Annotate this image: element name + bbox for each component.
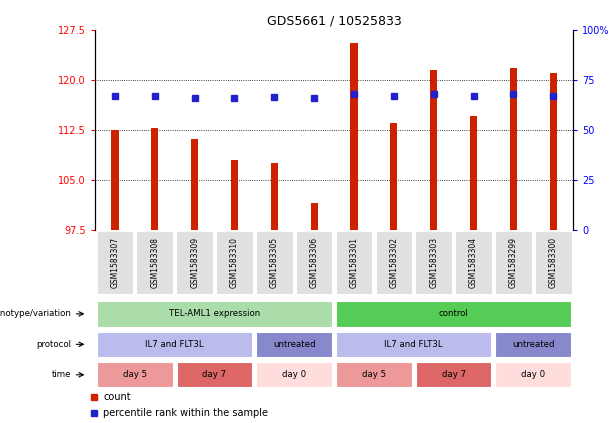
Bar <box>416 362 492 387</box>
Text: IL7 and FLT3L: IL7 and FLT3L <box>145 340 204 349</box>
Text: day 0: day 0 <box>521 370 546 379</box>
Text: time: time <box>52 370 72 379</box>
Bar <box>416 231 452 294</box>
Text: day 7: day 7 <box>202 370 227 379</box>
Text: GSM1583301: GSM1583301 <box>349 237 359 288</box>
Text: untreated: untreated <box>512 340 555 349</box>
Bar <box>390 123 397 230</box>
Bar <box>495 231 531 294</box>
Bar <box>336 301 571 327</box>
Text: control: control <box>439 309 468 319</box>
Bar <box>271 163 278 230</box>
Text: GSM1583309: GSM1583309 <box>190 237 199 288</box>
Bar <box>256 362 332 387</box>
Bar <box>216 231 253 294</box>
Bar <box>97 231 133 294</box>
Bar <box>296 231 332 294</box>
Text: genotype/variation: genotype/variation <box>0 309 72 319</box>
Text: count: count <box>103 392 131 402</box>
Bar <box>112 130 118 230</box>
Text: GSM1583302: GSM1583302 <box>389 237 398 288</box>
Text: day 0: day 0 <box>282 370 306 379</box>
Text: day 7: day 7 <box>441 370 466 379</box>
Bar <box>430 70 437 230</box>
Bar <box>256 332 332 357</box>
Bar <box>495 362 571 387</box>
Text: GSM1583308: GSM1583308 <box>150 237 159 288</box>
Bar <box>311 203 318 230</box>
Bar <box>97 301 332 327</box>
Bar <box>376 231 412 294</box>
Bar <box>336 332 492 357</box>
Bar <box>151 128 158 230</box>
Text: GSM1583306: GSM1583306 <box>310 237 319 288</box>
Text: GSM1583303: GSM1583303 <box>429 237 438 288</box>
Bar <box>191 139 198 230</box>
Bar <box>256 231 292 294</box>
Text: percentile rank within the sample: percentile rank within the sample <box>103 408 268 418</box>
Bar <box>97 332 253 357</box>
Bar <box>550 73 557 230</box>
Bar <box>455 231 492 294</box>
Title: GDS5661 / 10525833: GDS5661 / 10525833 <box>267 14 402 27</box>
Text: TEL-AML1 expression: TEL-AML1 expression <box>169 309 260 319</box>
Text: GSM1583307: GSM1583307 <box>110 237 120 288</box>
Bar <box>97 362 173 387</box>
Bar <box>177 231 213 294</box>
Text: untreated: untreated <box>273 340 316 349</box>
Text: day 5: day 5 <box>123 370 147 379</box>
Bar <box>510 68 517 230</box>
Bar <box>495 332 571 357</box>
Bar <box>470 116 477 230</box>
Bar <box>177 362 253 387</box>
Bar <box>336 362 412 387</box>
Text: GSM1583305: GSM1583305 <box>270 237 279 288</box>
Text: protocol: protocol <box>37 340 72 349</box>
Bar <box>351 43 357 230</box>
Text: GSM1583299: GSM1583299 <box>509 237 518 288</box>
Bar <box>336 231 372 294</box>
Text: GSM1583310: GSM1583310 <box>230 237 239 288</box>
Text: GSM1583300: GSM1583300 <box>549 237 558 288</box>
Bar <box>535 231 571 294</box>
Bar <box>231 160 238 230</box>
Text: IL7 and FLT3L: IL7 and FLT3L <box>384 340 443 349</box>
Text: day 5: day 5 <box>362 370 386 379</box>
Text: GSM1583304: GSM1583304 <box>469 237 478 288</box>
Bar <box>137 231 173 294</box>
